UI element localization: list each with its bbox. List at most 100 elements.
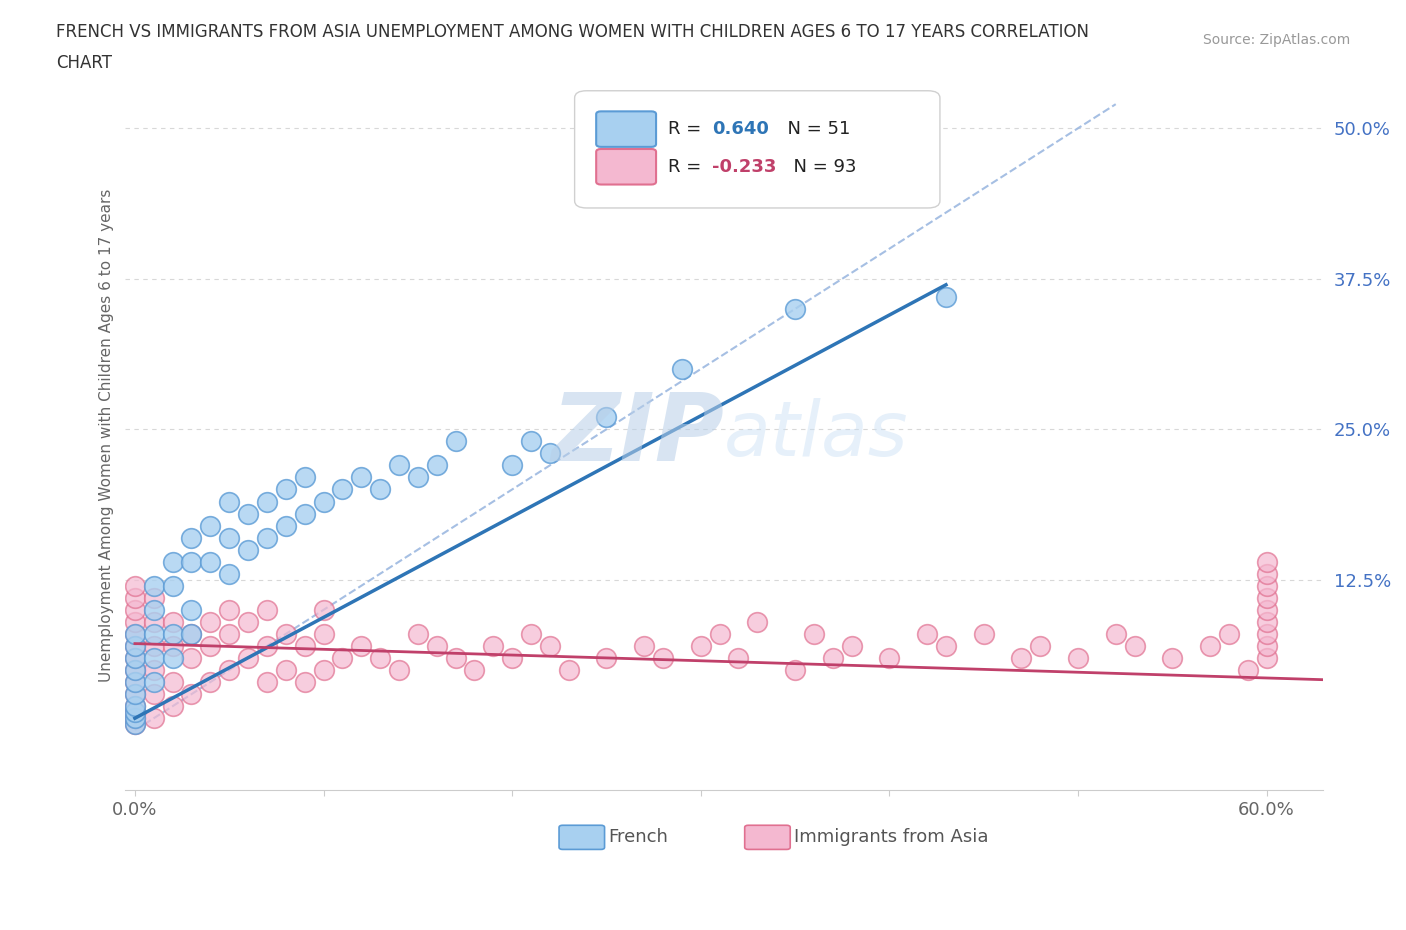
Point	[444, 434, 467, 449]
Point	[709, 627, 731, 642]
Point	[256, 494, 278, 509]
Point	[200, 554, 222, 569]
Point	[388, 662, 411, 677]
Point	[124, 698, 146, 713]
Point	[124, 639, 146, 654]
Point	[1256, 615, 1278, 630]
Point	[218, 530, 240, 545]
Point	[332, 482, 354, 497]
Point	[180, 627, 202, 642]
Point	[180, 686, 202, 701]
Point	[162, 639, 184, 654]
Point	[142, 591, 165, 605]
Point	[520, 627, 543, 642]
Point	[124, 662, 146, 677]
Point	[1256, 639, 1278, 654]
Point	[142, 578, 165, 593]
Point	[1256, 566, 1278, 581]
Point	[879, 651, 901, 666]
Point	[162, 651, 184, 666]
Point	[747, 615, 769, 630]
Point	[1256, 578, 1278, 593]
Point	[236, 542, 259, 557]
Point	[124, 686, 146, 701]
Point	[162, 578, 184, 593]
Point	[821, 651, 844, 666]
Point	[595, 651, 617, 666]
Point	[236, 651, 259, 666]
Point	[142, 674, 165, 689]
Text: N = 51: N = 51	[776, 120, 851, 139]
Point	[124, 674, 146, 689]
Point	[294, 639, 316, 654]
Point	[783, 662, 806, 677]
Point	[463, 662, 485, 677]
Point	[180, 554, 202, 569]
Point	[218, 566, 240, 581]
Text: ZIP: ZIP	[551, 390, 724, 482]
Point	[142, 651, 165, 666]
Point	[124, 705, 146, 720]
Point	[142, 662, 165, 677]
Point	[294, 506, 316, 521]
Point	[1256, 627, 1278, 642]
Point	[274, 662, 297, 677]
Point	[200, 674, 222, 689]
Point	[501, 458, 523, 472]
FancyBboxPatch shape	[575, 91, 941, 208]
Point	[538, 445, 561, 460]
Point	[142, 686, 165, 701]
Point	[200, 615, 222, 630]
Point	[180, 603, 202, 618]
Text: Immigrants from Asia: Immigrants from Asia	[794, 829, 988, 846]
Point	[124, 627, 146, 642]
Point	[180, 651, 202, 666]
Point	[312, 662, 335, 677]
Point	[312, 494, 335, 509]
Point	[124, 578, 146, 593]
Text: -0.233: -0.233	[713, 158, 776, 176]
Point	[501, 651, 523, 666]
Point	[218, 627, 240, 642]
Point	[294, 674, 316, 689]
Point	[236, 615, 259, 630]
Point	[783, 301, 806, 316]
Point	[124, 651, 146, 666]
Point	[180, 530, 202, 545]
Point	[218, 603, 240, 618]
Point	[538, 639, 561, 654]
Point	[1256, 651, 1278, 666]
Text: R =: R =	[668, 158, 707, 176]
Y-axis label: Unemployment Among Women with Children Ages 6 to 17 years: Unemployment Among Women with Children A…	[100, 189, 114, 682]
Point	[332, 651, 354, 666]
Point	[256, 603, 278, 618]
Point	[124, 674, 146, 689]
Point	[124, 717, 146, 732]
Point	[426, 458, 449, 472]
Point	[124, 686, 146, 701]
Text: Source: ZipAtlas.com: Source: ZipAtlas.com	[1202, 33, 1350, 46]
Point	[689, 639, 711, 654]
Point	[124, 591, 146, 605]
Point	[200, 639, 222, 654]
Point	[142, 615, 165, 630]
Point	[274, 482, 297, 497]
Point	[388, 458, 411, 472]
Point	[1199, 639, 1222, 654]
Point	[633, 639, 655, 654]
Point	[406, 627, 429, 642]
Point	[124, 627, 146, 642]
Point	[727, 651, 749, 666]
Point	[652, 651, 675, 666]
Text: CHART: CHART	[56, 54, 112, 72]
Point	[935, 289, 957, 304]
Point	[1105, 627, 1128, 642]
Point	[218, 662, 240, 677]
Point	[124, 698, 146, 713]
Point	[124, 711, 146, 725]
Point	[350, 639, 373, 654]
Point	[520, 434, 543, 449]
Point	[256, 639, 278, 654]
Text: FRENCH VS IMMIGRANTS FROM ASIA UNEMPLOYMENT AMONG WOMEN WITH CHILDREN AGES 6 TO : FRENCH VS IMMIGRANTS FROM ASIA UNEMPLOYM…	[56, 23, 1090, 41]
Point	[124, 662, 146, 677]
